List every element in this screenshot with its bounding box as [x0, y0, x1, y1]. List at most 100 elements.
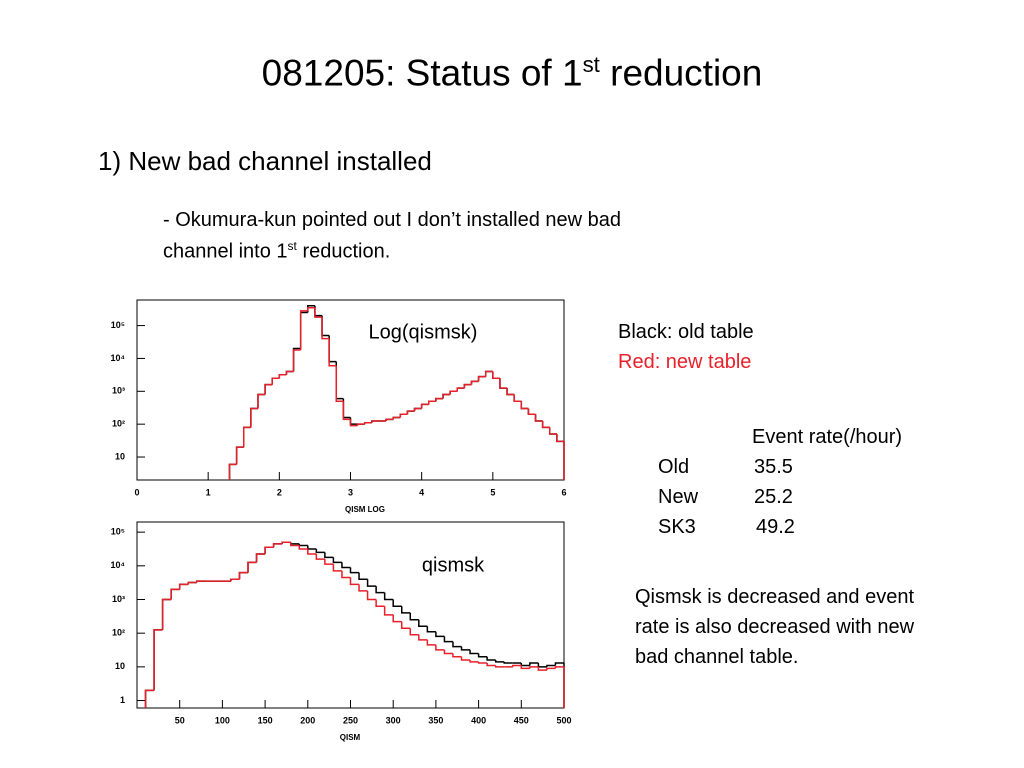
histogram-bin — [375, 599, 385, 608]
histogram-bin — [187, 581, 197, 585]
histogram-bin — [469, 649, 479, 655]
histogram-bin — [307, 548, 317, 555]
x-tick-label: 1 — [206, 487, 211, 497]
y-tick-label: 10 — [115, 661, 125, 671]
histogram-bin — [342, 398, 351, 419]
histogram-bin — [170, 588, 180, 600]
histogram-bin — [315, 554, 325, 560]
histogram-bin — [435, 631, 445, 638]
histogram-bin — [366, 579, 377, 587]
table-cell: SK3 — [658, 516, 696, 538]
histogram-bin — [556, 434, 564, 443]
histogram-bin — [264, 546, 274, 555]
histogram-bin — [371, 420, 379, 423]
histogram-bin — [328, 335, 337, 363]
histogram-bin — [512, 664, 522, 667]
x-tick-label: 150 — [258, 715, 273, 725]
y-tick-label: 1 — [120, 695, 125, 705]
histogram-bin — [278, 373, 287, 379]
histogram-bin — [230, 578, 240, 582]
histogram-bin — [513, 394, 522, 402]
histogram-bin — [358, 584, 368, 592]
histogram-bin — [494, 659, 505, 663]
annotation: Log(qismsk) — [369, 321, 478, 343]
histogram-bin — [385, 418, 394, 421]
histogram-bin — [477, 661, 488, 664]
histogram-bin — [314, 307, 323, 318]
histogram-bin — [356, 423, 365, 426]
histogram-bin — [271, 377, 280, 385]
histogram-bin — [314, 305, 323, 317]
histogram-bin — [349, 419, 358, 427]
y-tick-label: 10 — [115, 451, 125, 461]
x-tick-label: 250 — [343, 715, 358, 725]
histogram-bin — [400, 606, 411, 614]
histogram-bin — [520, 401, 529, 410]
histogram-bin — [324, 559, 334, 565]
histogram-bin — [420, 403, 429, 409]
histogram-bin — [335, 365, 344, 402]
title-rest: reduction — [599, 52, 763, 94]
histogram-bin — [484, 370, 493, 377]
histogram-bin — [144, 689, 155, 708]
list-item: 1) New bad channel installed — [98, 146, 432, 176]
histogram-bin — [257, 393, 266, 409]
x-axis-label: QISM LOG — [345, 505, 385, 514]
legend-entry: Black: old table — [618, 321, 754, 343]
title-sup: st — [582, 52, 600, 77]
conclusion-line: Qismsk is decreased and event — [635, 586, 915, 608]
histogram-bin — [341, 562, 351, 569]
histogram-bin — [243, 426, 251, 448]
histogram-bin — [549, 427, 557, 435]
x-tick-label: 500 — [556, 715, 571, 725]
histogram-bin — [442, 393, 451, 399]
histogram-bin — [264, 383, 273, 395]
histogram-bin — [324, 552, 334, 559]
table-cell: 49.2 — [756, 516, 795, 538]
histogram-bin — [358, 572, 368, 580]
x-tick-label: 400 — [471, 715, 486, 725]
x-tick-label: 2 — [277, 487, 282, 497]
histogram-bin — [494, 665, 505, 668]
histogram-bin — [520, 401, 529, 410]
histogram-bin — [409, 612, 419, 621]
y-tick-label: 10² — [112, 419, 125, 429]
histogram-bin — [153, 629, 163, 691]
x-tick-label: 200 — [300, 715, 315, 725]
histogram-bin — [383, 592, 394, 601]
histogram-bin — [321, 315, 330, 337]
histogram-bin — [537, 666, 547, 671]
x-axis-label: QISM — [340, 733, 361, 742]
histogram-bin — [366, 590, 377, 601]
plot-frame — [136, 521, 565, 709]
histogram-bin — [469, 659, 479, 663]
histogram-bin — [435, 644, 445, 651]
histogram-bin — [452, 641, 462, 648]
histogram-bin — [392, 416, 401, 420]
histogram-bin — [452, 653, 462, 658]
y-tick-label: 10³ — [112, 594, 125, 604]
table-cell: Old — [658, 456, 690, 478]
histogram-bin — [426, 626, 436, 633]
table-cell: New — [658, 486, 699, 508]
histogram-bin — [470, 380, 479, 385]
histogram-bin — [460, 656, 471, 661]
histogram-bin — [299, 311, 308, 349]
histogram-bin — [247, 561, 257, 573]
histogram-bin — [449, 390, 458, 395]
histogram-bin — [506, 388, 515, 396]
histogram-bin — [349, 577, 360, 586]
legend-entry: Red: new table — [618, 351, 752, 373]
plot-frame — [136, 299, 565, 481]
histogram-bin — [250, 407, 258, 428]
x-tick-label: 50 — [175, 715, 185, 725]
y-tick-label: 10⁴ — [111, 560, 125, 570]
histogram-bin — [499, 378, 508, 389]
histogram-bin — [363, 422, 372, 425]
histogram-bin — [443, 649, 453, 655]
histogram-bin — [537, 663, 547, 668]
histogram-bin — [161, 598, 172, 630]
histogram-bin — [554, 662, 564, 666]
histogram-bin — [546, 664, 556, 667]
